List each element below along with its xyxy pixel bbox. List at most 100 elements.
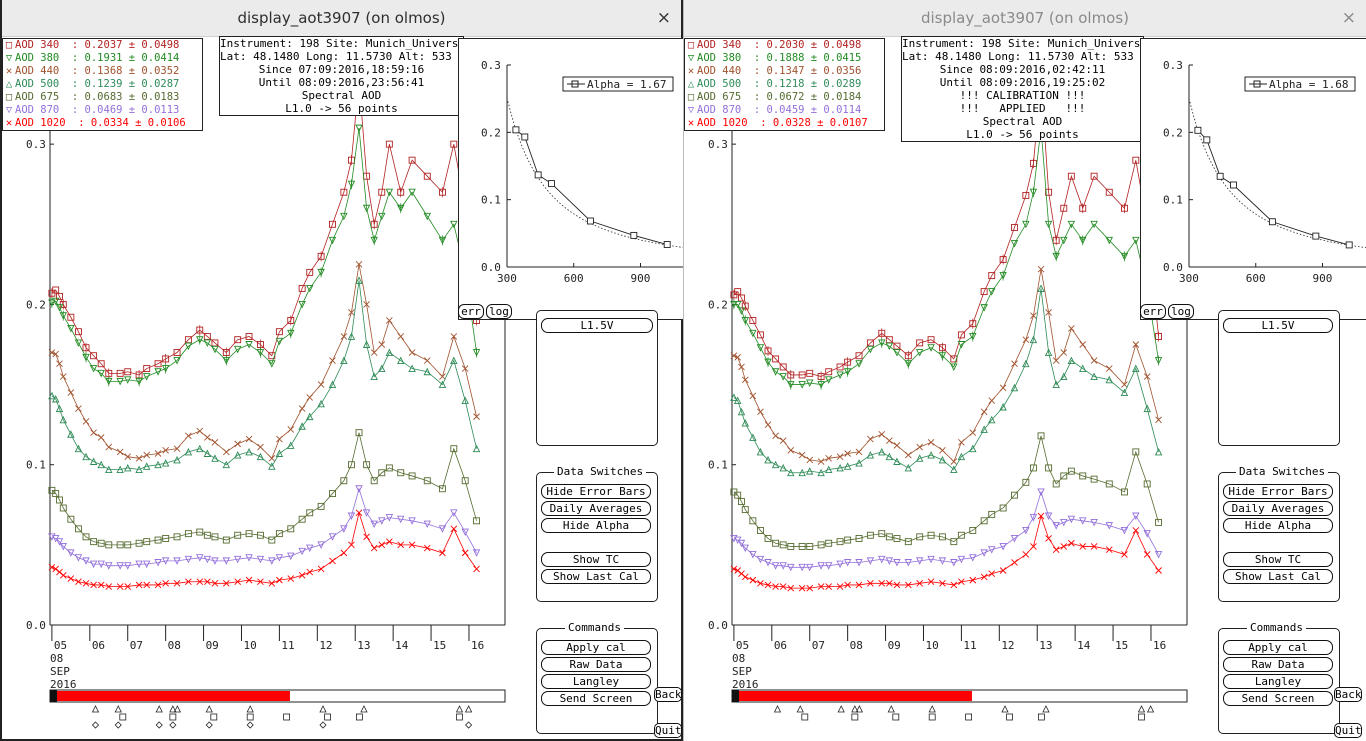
data-point bbox=[927, 555, 935, 564]
quit-button[interactable]: Quit bbox=[654, 723, 682, 738]
legend-label: AOD 340 : 0.2037 ± 0.0498 bbox=[15, 39, 180, 51]
level-button[interactable]: L1.5V bbox=[1223, 318, 1333, 333]
data-point bbox=[135, 581, 143, 589]
err-button[interactable]: err bbox=[1140, 304, 1166, 319]
data-point bbox=[844, 581, 851, 589]
data-point bbox=[1090, 475, 1098, 483]
show-last-cal-button[interactable]: Show Last Cal bbox=[541, 569, 651, 584]
data-point bbox=[1044, 220, 1053, 229]
data-point bbox=[162, 355, 170, 363]
data-point bbox=[1143, 480, 1151, 488]
data-point bbox=[268, 580, 276, 587]
diamond-marker-icon bbox=[114, 721, 122, 729]
hide-alpha-button[interactable]: Hide Alpha bbox=[541, 518, 651, 533]
title-bar[interactable]: display_aot3907 (on olmos) × bbox=[2, 0, 681, 37]
close-icon[interactable]: × bbox=[656, 8, 671, 28]
y-tick-label: 0.2 bbox=[708, 298, 728, 311]
data-point bbox=[370, 236, 378, 245]
data-point bbox=[204, 578, 211, 586]
data-point bbox=[1105, 480, 1113, 488]
langley-button[interactable]: Langley bbox=[541, 674, 651, 689]
data-point bbox=[143, 581, 151, 589]
aod-time-series-plot: 0.30.20.10.005 06 07 08 09 10 11 12 13 14 15 1608SE… bbox=[26, 64, 506, 729]
data-point bbox=[730, 565, 738, 573]
data-point bbox=[779, 541, 787, 549]
window-title: display_aot3907 (on olmos) bbox=[237, 9, 446, 27]
x-tick-label: 15 bbox=[1115, 639, 1128, 652]
err-button[interactable]: err bbox=[458, 304, 484, 319]
data-point bbox=[450, 333, 458, 340]
data-point bbox=[1052, 236, 1060, 244]
data-point bbox=[756, 447, 765, 456]
data-point bbox=[116, 377, 124, 386]
triangle-marker-icon bbox=[928, 705, 936, 713]
hide-error-bars-button[interactable]: Hide Error Bars bbox=[541, 484, 651, 499]
send-screen-button[interactable]: Send Screen bbox=[1223, 691, 1333, 706]
langley-button[interactable]: Langley bbox=[1223, 674, 1333, 689]
info-line: Instrument: 198 Site: Munich_University bbox=[220, 37, 479, 50]
legend-marker-icon: □ bbox=[687, 91, 695, 103]
data-point bbox=[999, 504, 1007, 512]
data-point bbox=[233, 451, 242, 459]
data-point bbox=[287, 552, 295, 561]
show-last-cal-button[interactable]: Show Last Cal bbox=[1223, 569, 1333, 584]
raw-data-button[interactable]: Raw Data bbox=[1223, 657, 1333, 672]
log-button[interactable]: log bbox=[486, 304, 512, 319]
close-icon[interactable]: × bbox=[1341, 8, 1356, 28]
data-point bbox=[1068, 325, 1075, 332]
data-point bbox=[969, 554, 977, 562]
info-line: !!! APPLIED !!! bbox=[959, 102, 1086, 115]
data-point bbox=[855, 448, 863, 456]
show-tc-button[interactable]: Show TC bbox=[541, 552, 651, 567]
data-point bbox=[1079, 364, 1087, 372]
level-button[interactable]: L1.5V bbox=[541, 318, 653, 333]
data-point bbox=[473, 517, 481, 525]
data-point bbox=[423, 477, 431, 485]
data-point bbox=[56, 292, 63, 300]
x-tick-label: 16 bbox=[471, 639, 484, 652]
data-point bbox=[806, 563, 814, 572]
send-screen-button[interactable]: Send Screen bbox=[541, 691, 651, 706]
data-point bbox=[1010, 534, 1019, 543]
log-button[interactable]: log bbox=[1168, 304, 1194, 319]
show-tc-button[interactable]: Show TC bbox=[1223, 552, 1333, 567]
hide-alpha-button[interactable]: Hide Alpha bbox=[1223, 518, 1333, 533]
data-point bbox=[211, 580, 219, 587]
back-button[interactable]: Back bbox=[654, 687, 682, 702]
legend-entry: □ AOD 675 : 0.0683 ± 0.0183 bbox=[3, 91, 202, 104]
apply-cal-button[interactable]: Apply cal bbox=[1223, 640, 1333, 655]
legend-entry: △ AOD 500 : 0.1239 ± 0.0287 bbox=[3, 78, 202, 91]
data-point bbox=[1132, 341, 1140, 348]
data-point bbox=[222, 349, 230, 356]
data-point bbox=[825, 368, 833, 376]
data-point bbox=[1022, 478, 1030, 486]
diamond-marker-icon bbox=[319, 721, 327, 729]
data-point bbox=[843, 559, 852, 567]
raw-data-button[interactable]: Raw Data bbox=[541, 657, 651, 672]
inset-x-tick-label: 900 bbox=[631, 272, 651, 285]
inset-data-point bbox=[1345, 241, 1353, 249]
data-point bbox=[1060, 518, 1068, 527]
data-point bbox=[1030, 543, 1037, 550]
data-point bbox=[855, 352, 863, 360]
data-point bbox=[173, 557, 181, 565]
data-point bbox=[1105, 522, 1113, 530]
hide-error-bars-button[interactable]: Hide Error Bars bbox=[1223, 484, 1333, 499]
apply-cal-button[interactable]: Apply cal bbox=[541, 640, 651, 655]
legend-entry: □ AOD 675 : 0.0672 ± 0.0184 bbox=[685, 91, 884, 104]
data-point bbox=[90, 352, 98, 360]
x-tick-label: 07 bbox=[812, 639, 825, 652]
square-marker-icon bbox=[851, 713, 859, 721]
back-button[interactable]: Back bbox=[1334, 687, 1362, 702]
quit-button[interactable]: Quit bbox=[1334, 723, 1362, 738]
data-point bbox=[1143, 551, 1151, 558]
data-point bbox=[1121, 551, 1128, 558]
daily-averages-button[interactable]: Daily Averages bbox=[541, 501, 651, 516]
daily-averages-button[interactable]: Daily Averages bbox=[1223, 501, 1333, 516]
inset-data-point bbox=[1194, 126, 1202, 134]
data-point bbox=[287, 441, 295, 449]
data-point bbox=[1067, 356, 1076, 364]
data-point bbox=[184, 342, 193, 351]
data-point bbox=[82, 533, 90, 541]
